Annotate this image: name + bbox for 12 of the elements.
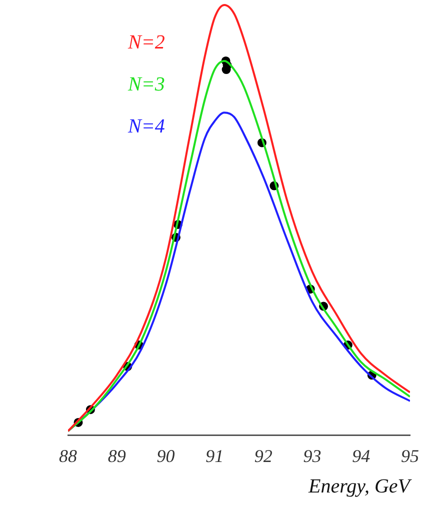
x-tick-label: 89	[108, 446, 126, 466]
series-label: N=3	[127, 73, 165, 96]
x-tick-label: 95	[401, 446, 419, 466]
x-tick-label: 88	[59, 446, 77, 466]
series-label: N=2	[127, 31, 165, 54]
x-tick-label: 90	[156, 446, 175, 466]
x-axis-title: Energy, GeV	[308, 475, 413, 498]
x-tick-label: 94	[352, 446, 370, 466]
x-tick-label: 92	[254, 446, 272, 466]
x-tick-label: 91	[206, 446, 224, 466]
x-tick-label: 93	[303, 446, 322, 466]
series-label: N=4	[127, 115, 165, 138]
